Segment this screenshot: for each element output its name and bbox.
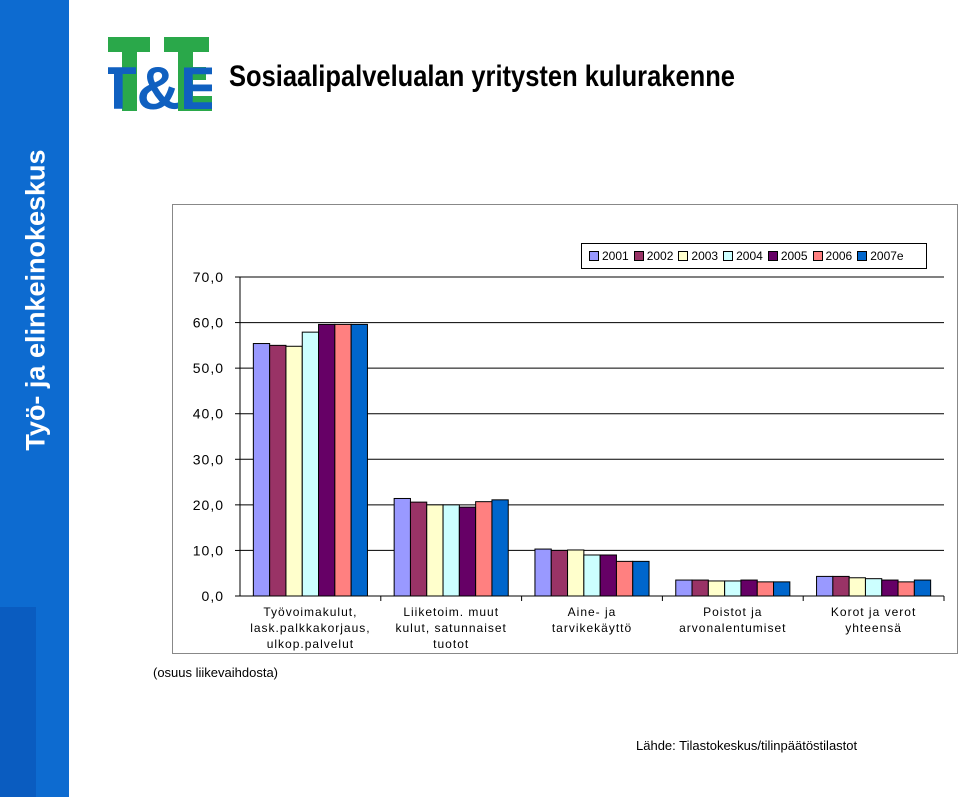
- legend-item: 2001: [589, 249, 629, 263]
- bar: [707, 580, 726, 597]
- bar: [318, 323, 336, 597]
- legend-item: 2004: [723, 249, 763, 263]
- x-tick-label: lask.palkkakorjaus,: [250, 621, 370, 635]
- x-tick-label: Työvoimakulut,: [263, 605, 357, 619]
- y-tick-label: 30,0: [193, 451, 224, 467]
- bar: [475, 501, 493, 597]
- bar: [334, 323, 352, 597]
- bar: [285, 345, 303, 597]
- legend-swatch: [812, 251, 823, 261]
- bar: [881, 579, 899, 597]
- bar: [567, 549, 585, 597]
- y-tick-label: 10,0: [193, 542, 224, 558]
- bar: [913, 579, 932, 597]
- bar: [740, 579, 758, 597]
- legend-item: 2003: [678, 249, 718, 263]
- bar: [773, 581, 791, 597]
- bar: [534, 548, 552, 597]
- bar: [756, 581, 775, 597]
- x-tick-label: kulut, satunnaiset: [395, 621, 506, 635]
- x-tick-label: Aine- ja: [568, 605, 617, 619]
- chart-legend: 2001 2002 2003 2004 2005 2006 2007e: [581, 243, 927, 269]
- bar: [550, 549, 569, 597]
- x-tick-label: arvonalentumiset: [679, 621, 786, 635]
- x-tick-label: tarvikekäyttö: [552, 621, 632, 635]
- bar: [848, 577, 866, 597]
- legend-label: 2006: [825, 249, 853, 263]
- sidebar-notch: [0, 607, 36, 797]
- bar: [832, 575, 850, 597]
- bar: [724, 580, 742, 597]
- legend-swatch: [767, 251, 778, 261]
- legend-swatch: [678, 251, 689, 261]
- legend-label: 2003: [691, 249, 719, 263]
- legend-label: 2007e: [870, 249, 904, 263]
- bar: [252, 343, 271, 597]
- legend-swatch: [633, 251, 644, 261]
- legend-item: 2002: [633, 249, 674, 263]
- bar: [599, 554, 617, 597]
- x-tick-label: Liiketoim. muut: [403, 605, 499, 619]
- te-logo: T&E: [108, 37, 212, 111]
- bar: [301, 331, 320, 597]
- legend-item: 2005: [767, 249, 808, 263]
- logo-text: T&E: [108, 55, 212, 111]
- bar: [269, 344, 287, 597]
- bar: [691, 579, 709, 597]
- legend-swatch: [723, 251, 734, 261]
- bar: [458, 506, 477, 597]
- y-tick-label: 0,0: [202, 588, 224, 604]
- bar: [675, 579, 693, 597]
- bar: [491, 499, 509, 597]
- legend-item: 2007e: [857, 249, 904, 263]
- x-tick-label: tuotot: [433, 637, 469, 651]
- y-tick-label: 50,0: [193, 360, 224, 376]
- x-tick-label: Korot ja verot: [831, 605, 916, 619]
- legend-label: 2001: [602, 249, 629, 263]
- bar: [426, 504, 444, 597]
- page-title: Sosiaalipalvelualan yritysten kulurakenn…: [229, 60, 735, 93]
- bar: [615, 560, 634, 597]
- legend-item: 2006: [812, 249, 853, 263]
- y-axis-note: (osuus liikevaihdosta): [153, 665, 279, 680]
- x-tick-label: ulkop.palvelut: [267, 637, 354, 651]
- bar: [350, 323, 368, 597]
- y-tick-label: 70,0: [193, 269, 224, 285]
- y-tick-label: 20,0: [193, 497, 224, 513]
- legend-label: 2005: [780, 249, 808, 263]
- legend-swatch: [589, 251, 599, 261]
- bar: [442, 504, 460, 597]
- x-tick-label: Poistot ja: [703, 605, 762, 619]
- y-tick-label: 40,0: [193, 406, 224, 422]
- sidebar: Työ- ja elinkeinokeskus: [0, 0, 69, 797]
- bar: [864, 578, 883, 597]
- legend-label: 2004: [736, 249, 763, 263]
- x-tick-label: yhteensä: [845, 621, 902, 635]
- bar: [816, 575, 834, 597]
- bar: [897, 581, 915, 597]
- chart-frame: [172, 204, 958, 654]
- y-tick-label: 60,0: [193, 315, 224, 331]
- bar: [409, 501, 428, 597]
- bar: [583, 554, 601, 597]
- bar: [393, 497, 411, 597]
- bar: [632, 560, 650, 597]
- source-note: Lähde: Tilastokeskus/tilinpäätöstilastot: [636, 738, 858, 753]
- legend-label: 2002: [646, 249, 674, 263]
- legend-swatch: [857, 251, 868, 261]
